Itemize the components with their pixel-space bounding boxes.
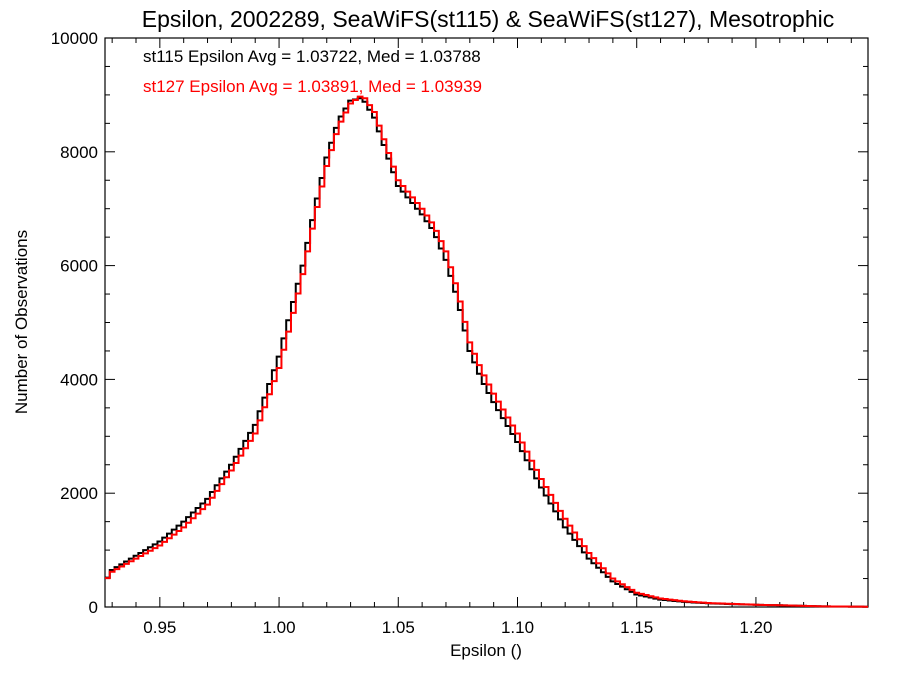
- x-tick-label: 0.95: [143, 618, 176, 637]
- y-tick-label: 2000: [60, 484, 98, 503]
- x-tick-label: 1.05: [382, 618, 415, 637]
- y-axis-label: Number of Observations: [12, 230, 31, 414]
- series-layer: [105, 95, 868, 608]
- x-tick-label: 1.10: [501, 618, 534, 637]
- y-tick-label: 10000: [51, 29, 98, 48]
- series-st115-line: [105, 97, 868, 608]
- y-tick-label: 6000: [60, 257, 98, 276]
- axis-ticks: 0.95 1.00 1.05 1.10 1.15 1.20 0 2000 4000 6000 800…: [51, 29, 868, 637]
- x-tick-label: 1.20: [739, 618, 772, 637]
- x-tick-label: 1.00: [263, 618, 296, 637]
- x-tick-label: 1.15: [620, 618, 653, 637]
- annotation-st115: st115 Epsilon Avg = 1.03722, Med = 1.037…: [143, 47, 481, 66]
- y-tick-label: 0: [89, 598, 98, 617]
- plot-frame: [104, 37, 869, 608]
- chart-title: Epsilon, 2002289, SeaWiFS(st115) & SeaWi…: [142, 6, 834, 32]
- y-tick-label: 8000: [60, 143, 98, 162]
- y-tick-label: 4000: [60, 370, 98, 389]
- annotation-st127: st127 Epsilon Avg = 1.03891, Med = 1.039…: [143, 77, 482, 96]
- x-axis-label: Epsilon (): [450, 641, 522, 660]
- series-st127-line: [105, 95, 868, 608]
